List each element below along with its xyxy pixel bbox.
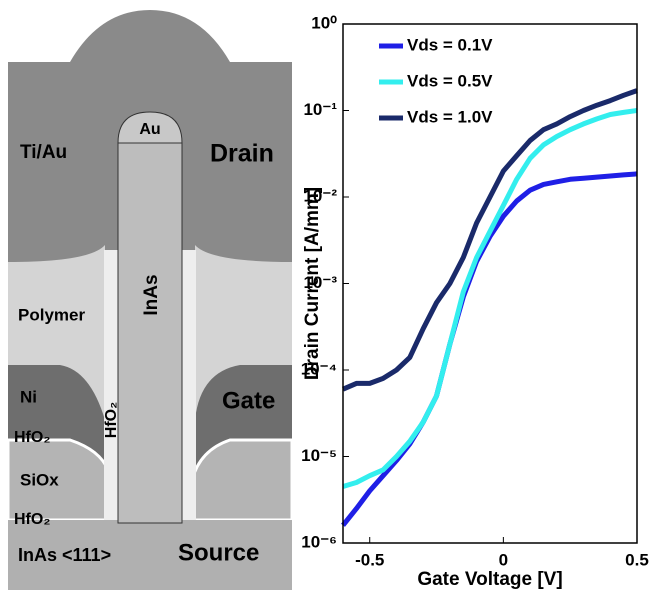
y-tick-label: 10⁻⁵ xyxy=(301,446,337,465)
y-tick-label: 10⁻¹ xyxy=(303,100,337,119)
legend-label: Vds = 1.0V xyxy=(407,107,493,126)
diagram-label: Ni xyxy=(20,387,37,406)
y-tick-label: 10⁻⁶ xyxy=(301,532,337,551)
plot-frame xyxy=(342,23,638,544)
drain-bump xyxy=(8,10,292,62)
diagram-label: SiOx xyxy=(20,470,59,489)
chart: 10⁻⁶ 10⁻⁵ 10⁻⁴ 10⁻³ 10⁻² 10⁻¹ 10⁰ -0.5 0 0.5 Gate … xyxy=(301,13,649,590)
diagram-label: InAs <111> xyxy=(18,545,111,565)
substrate xyxy=(8,520,292,590)
diagram-label: Polymer xyxy=(18,305,85,324)
diagram-label: InAs xyxy=(141,274,162,315)
y-tick-label: 10⁻² xyxy=(303,186,337,205)
diagram-label: Source xyxy=(178,539,259,566)
diagram-label: HfO₂ xyxy=(103,402,120,438)
hfo2-shell xyxy=(104,250,196,520)
diagram-label: Au xyxy=(139,121,160,138)
y-tick-label: 10⁰ xyxy=(311,13,337,32)
diagram-label: Ti/Au xyxy=(20,142,67,163)
diagram-label: HfO₂ xyxy=(14,429,50,446)
y-tick-label: 10⁻⁴ xyxy=(301,359,337,378)
legend-label: Vds = 0.5V xyxy=(407,71,493,90)
y-axis-label: Drain Current [A/mm] xyxy=(302,187,323,380)
diagram-label: Drain xyxy=(210,140,274,168)
au-cap xyxy=(117,111,183,144)
x-tick-label: 0.5 xyxy=(625,550,649,569)
diagram-label: HfO₂ xyxy=(14,511,50,528)
y-tick-label: 10⁻³ xyxy=(303,273,337,292)
x-axis-label: Gate Voltage [V] xyxy=(417,569,562,590)
nanowire xyxy=(117,142,183,524)
series-line xyxy=(342,88,638,392)
x-tick-label: 0 xyxy=(499,550,508,569)
device-diagram: Ti/Au Drain Au InAs Polymer Ni Gate HfO₂… xyxy=(6,10,294,590)
diagram-label: Gate xyxy=(222,387,275,414)
legend-label: Vds = 0.1V xyxy=(407,35,493,54)
x-tick-label: -0.5 xyxy=(355,550,384,569)
series-line xyxy=(342,108,638,489)
